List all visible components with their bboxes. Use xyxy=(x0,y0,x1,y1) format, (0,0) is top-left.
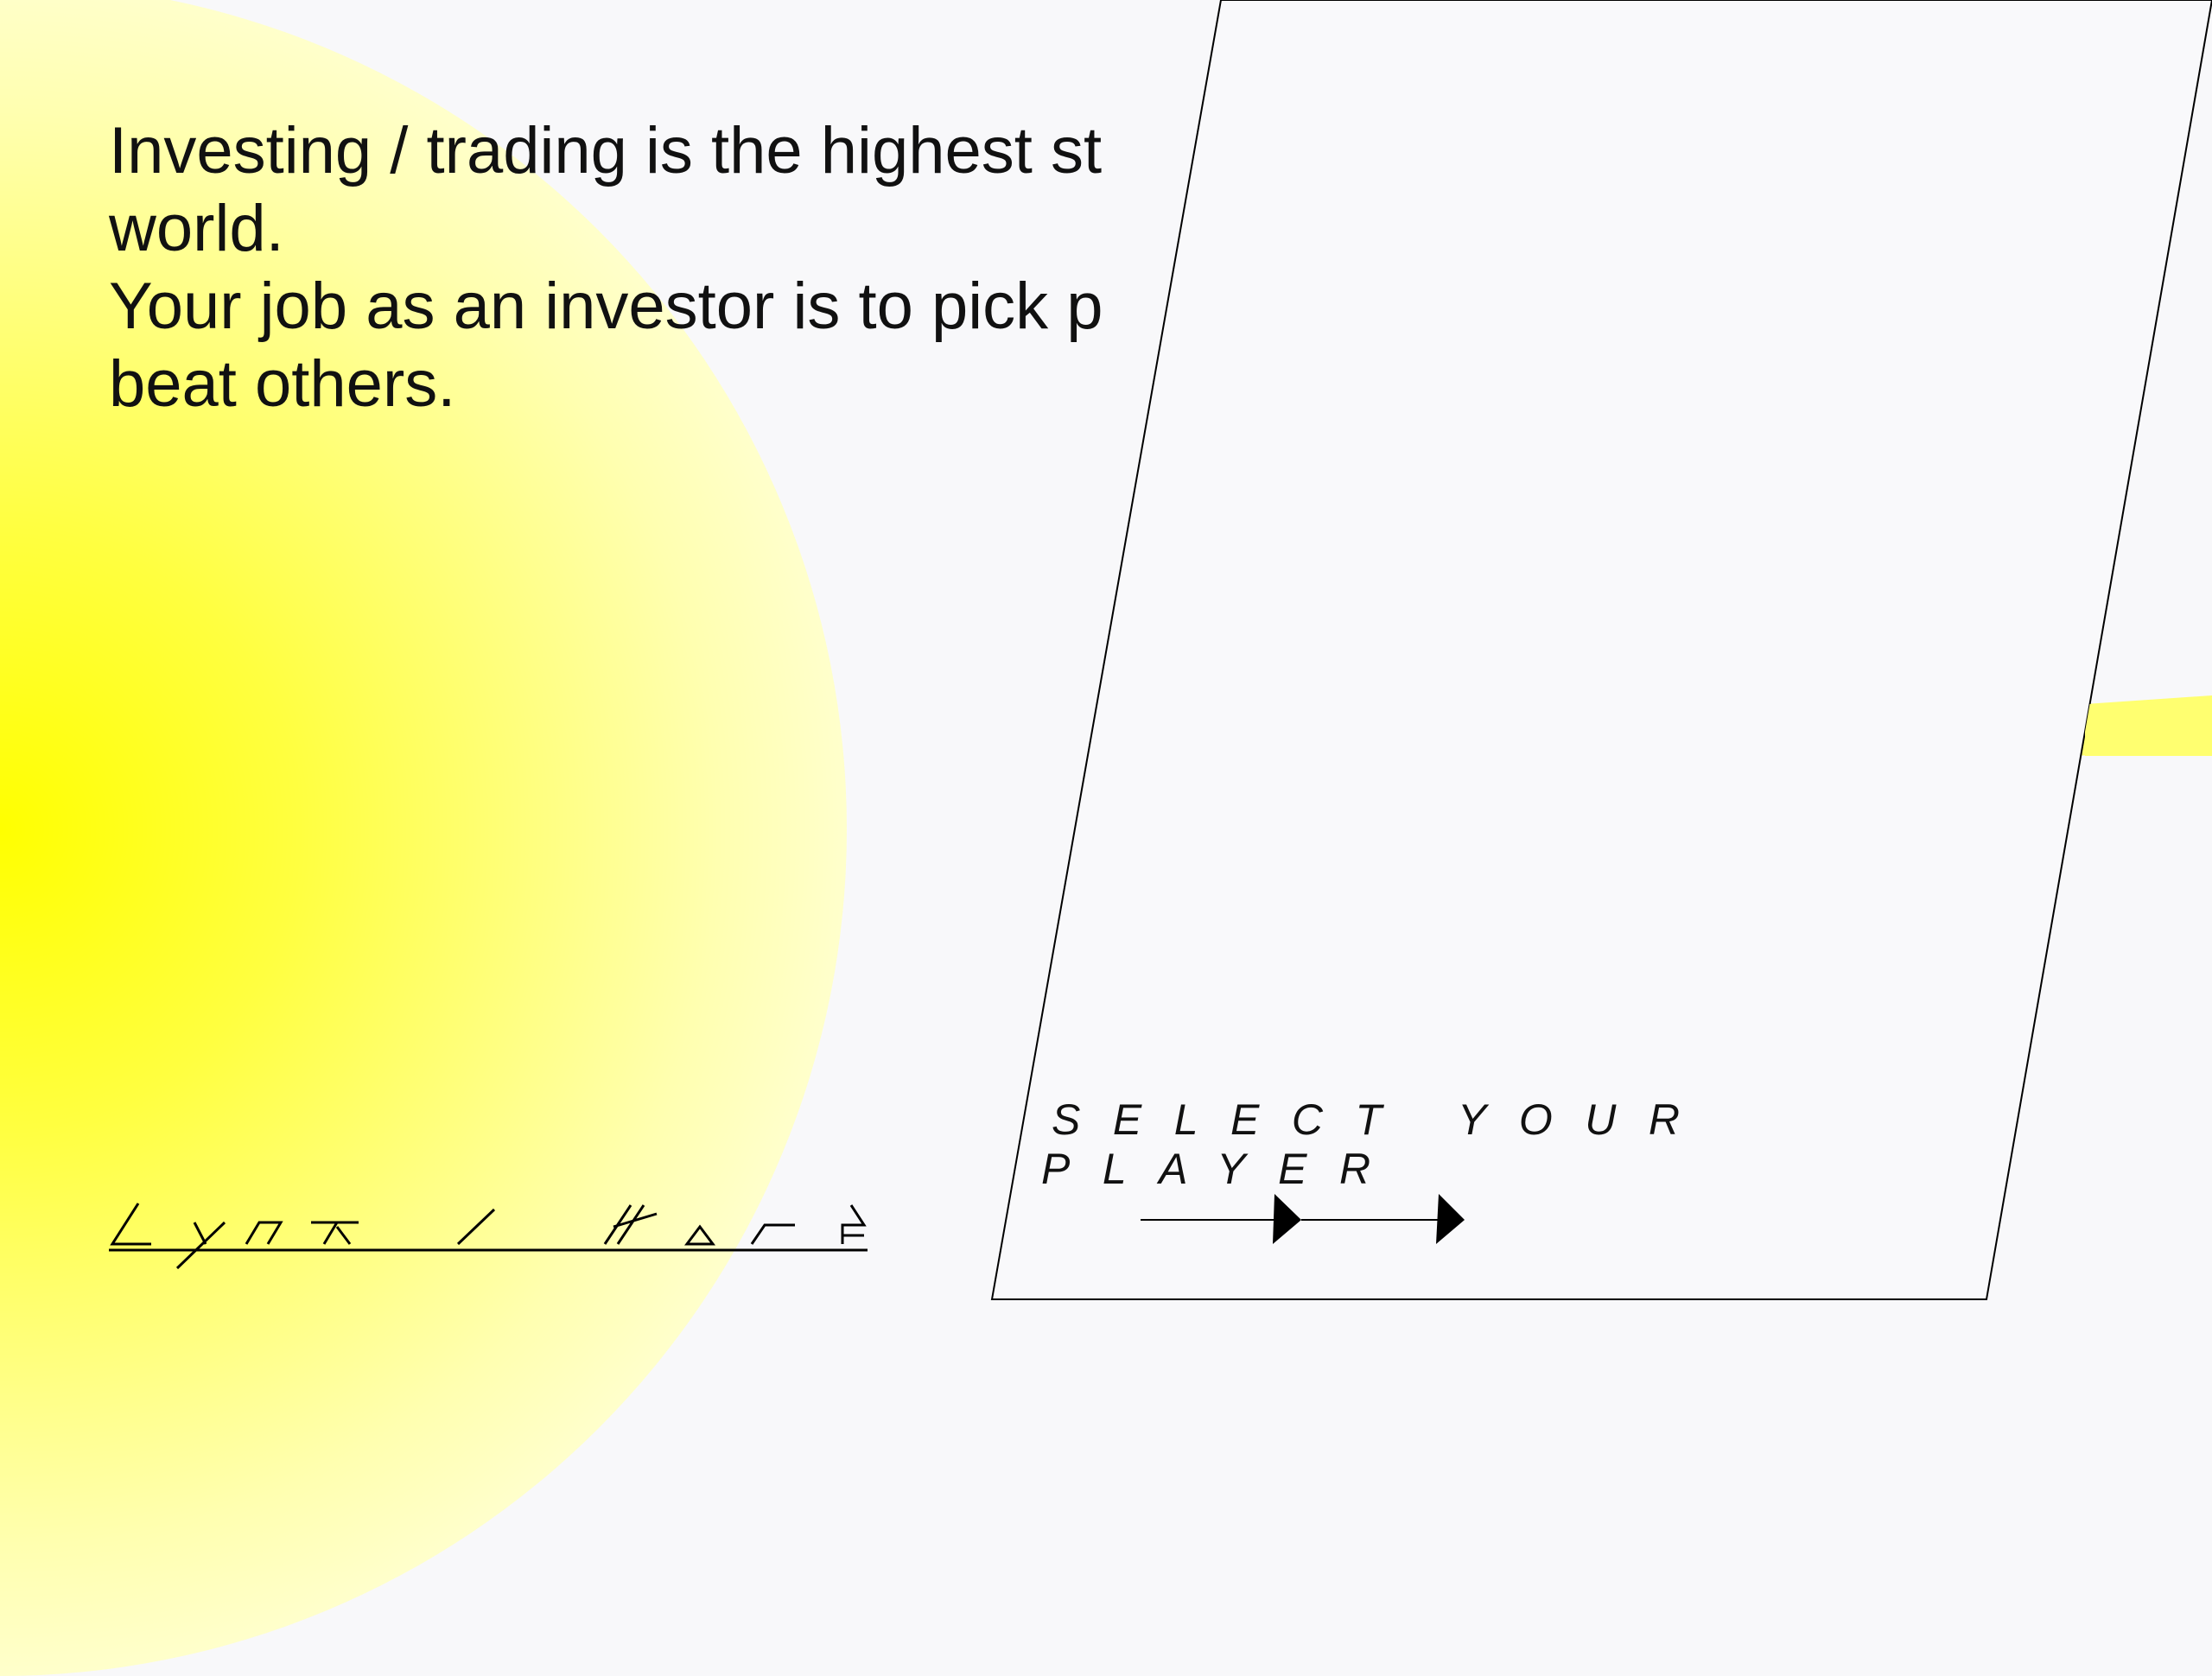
intro-text: Investing / trading is the highest st wo… xyxy=(109,112,1103,423)
overlay: SELECT YOUR PLAYER xyxy=(109,0,2212,1300)
player-card[interactable] xyxy=(990,0,2212,1300)
intro-line: Investing / trading is the highest st xyxy=(109,114,1103,187)
intro-line: world. xyxy=(109,192,284,265)
yellow-streak-right xyxy=(2085,704,2212,756)
intro-line: beat others. xyxy=(109,347,456,421)
cta-text[interactable]: SELECT YOUR xyxy=(1052,1095,1712,1144)
arrows[interactable] xyxy=(1141,1194,1465,1244)
stylized-logo xyxy=(109,1203,868,1270)
intro-line: Your job as an investor is to pick p xyxy=(109,270,1103,343)
cta-text[interactable]: PLAYER xyxy=(1041,1145,1403,1193)
